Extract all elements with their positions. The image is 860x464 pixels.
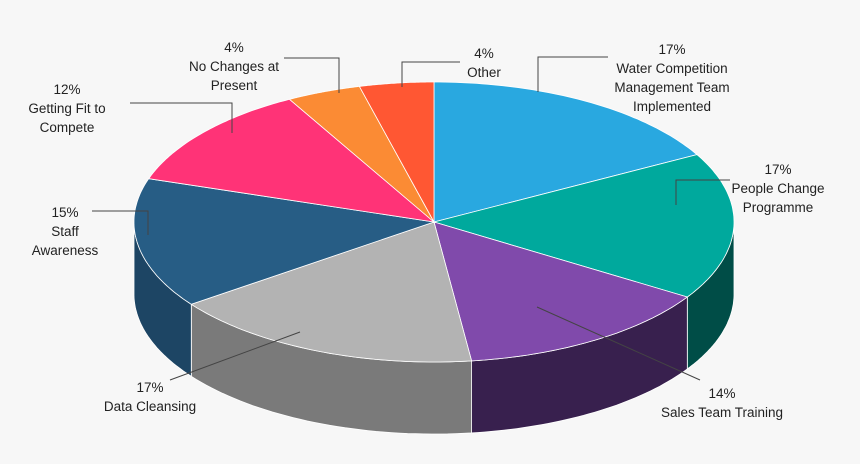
label-staff-awareness: 15% Staff Awareness [20,203,110,260]
category-label: Data Cleansing [103,399,197,414]
pie-slice-water-competition-management-team-implemented [433,81,698,223]
value-label: 4% [224,40,244,55]
category-label: Water Competition Management Team Implem… [614,61,730,114]
value-label: 17% [658,42,686,57]
category-label: No Changes at Present [188,59,280,93]
label-getting-fit: 12% Getting Fit to Compete [12,80,122,137]
leader-line-data-cleansing [169,331,301,381]
category-label: Staff Awareness [31,224,99,258]
pie-slice-no-changes-at-present [288,85,435,223]
leader-line-getting-fit-to-compete [130,102,233,133]
category-label: Getting Fit to Compete [28,101,106,135]
label-other: 4% Other [444,44,524,82]
value-label: 4% [474,46,494,61]
label-water-competition: 17% Water Competition Management Team Im… [592,40,752,116]
pie-slice-staff-awareness [133,178,435,305]
leader-line-people-change-programme [675,179,730,205]
leader-line-sales-team-training [536,306,701,381]
leader-line-staff-awareness [92,210,149,235]
category-label: Sales Team Training [660,405,784,420]
category-label: Other [467,65,501,80]
pie-slice-other [358,81,435,223]
pie-slice-people-change-programme [432,154,735,298]
leader-line-other [401,61,460,87]
label-people-change: 17% People Change Programme [723,160,833,217]
value-label: 17% [764,162,792,177]
pie-slice-data-cleansing [190,221,473,363]
value-label: 15% [51,205,79,220]
leader-line-no-changes-at-present [284,57,340,93]
value-label: 14% [708,386,736,401]
value-label: 17% [136,380,164,395]
leader-line-water-competition-management-team-implemented [537,56,608,92]
label-data-cleansing: 17% Data Cleansing [80,378,220,416]
pie-slice-sales-team-training [433,221,689,362]
label-no-changes: 4% No Changes at Present [179,38,289,95]
label-sales-team: 14% Sales Team Training [642,384,802,422]
pie-slice-getting-fit-to-compete [147,98,436,223]
category-label: People Change Programme [731,181,825,215]
value-label: 12% [53,82,81,97]
